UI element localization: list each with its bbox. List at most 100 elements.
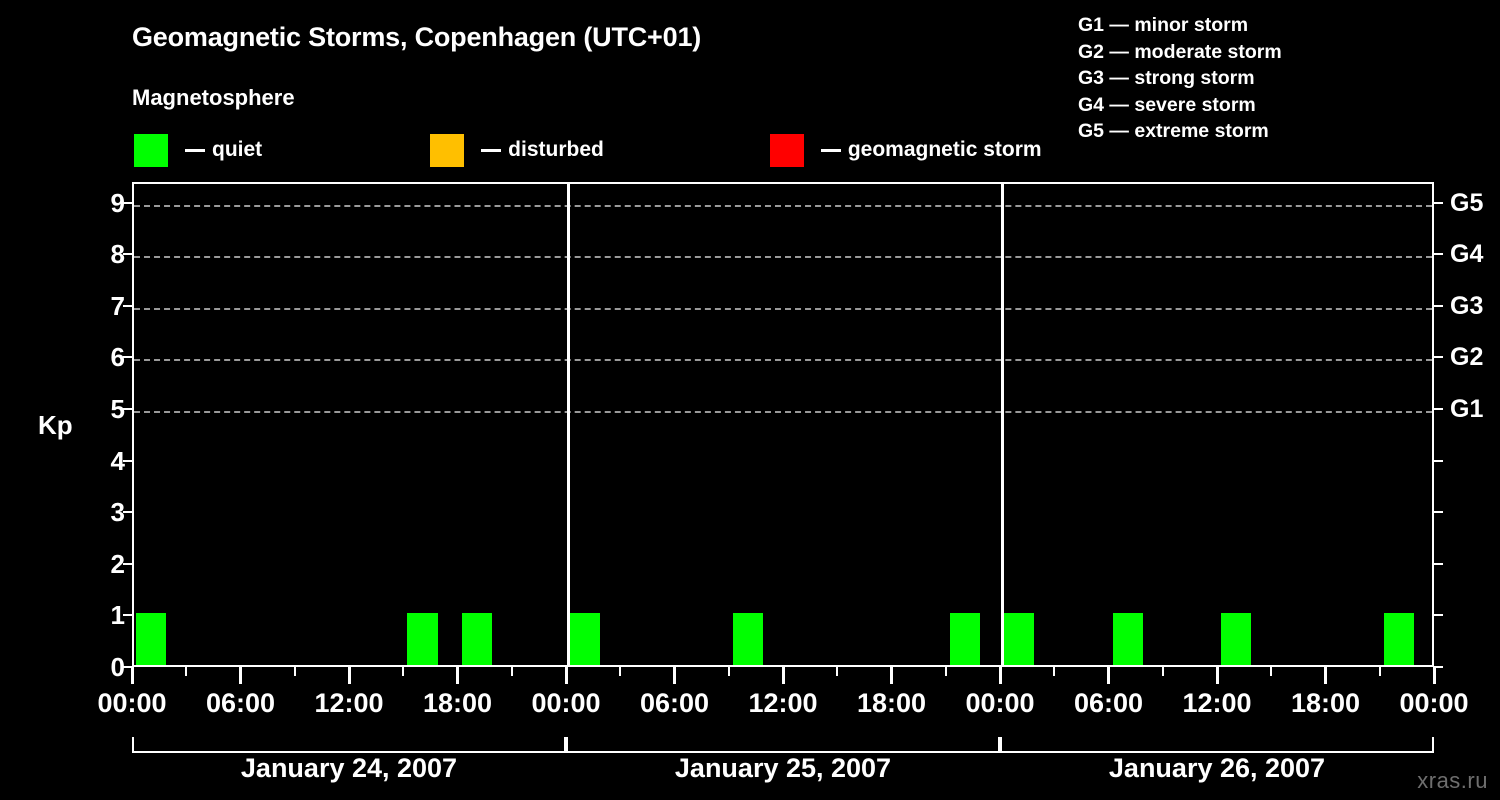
day-separator xyxy=(1000,184,1004,665)
x-axis-tick-mark xyxy=(673,667,676,684)
x-axis-tick-label: 00:00 xyxy=(965,688,1035,718)
x-axis-tick-label: 06:00 xyxy=(205,688,276,718)
y-axis-tick-mark-right xyxy=(1434,356,1443,359)
x-axis-tick-mark xyxy=(564,667,568,684)
date-label: January 24, 2007 xyxy=(240,753,458,783)
x-axis-tick-label: 00:00 xyxy=(531,688,601,718)
y-axis-tick-mark-right xyxy=(1434,511,1443,514)
plot-inner xyxy=(134,184,1432,665)
x-axis-minor-tick xyxy=(185,667,188,676)
gridline xyxy=(134,204,1432,207)
x-axis-minor-tick xyxy=(836,667,839,676)
disturbed-swatch xyxy=(430,133,465,167)
y-axis-tick-mark xyxy=(123,408,132,411)
y-axis-tick-label: 6 xyxy=(110,342,125,373)
y-axis-tick-mark xyxy=(123,304,132,307)
g-scale-label: G4 xyxy=(1450,240,1484,269)
y-axis-tick-mark-right xyxy=(1434,562,1443,565)
x-axis-tick-label: 00:00 xyxy=(97,688,167,718)
x-axis-tick-label: 00:00 xyxy=(1399,688,1469,718)
x-axis-tick-mark xyxy=(130,667,134,684)
gscale-legend-row: G5 — extreme storm xyxy=(1078,120,1269,142)
date-bracket xyxy=(132,737,566,753)
watermark: xras.ru xyxy=(1417,768,1488,793)
legend-label: geomagnetic storm xyxy=(847,138,1042,161)
legend-dash-icon xyxy=(185,148,205,152)
kp-bar[interactable] xyxy=(136,613,167,665)
y-axis-tick-mark xyxy=(123,666,132,668)
kp-bar[interactable] xyxy=(461,613,492,665)
legend-label: disturbed xyxy=(508,138,604,161)
y-axis-tick-label: 1 xyxy=(110,600,125,631)
date-label: January 25, 2007 xyxy=(674,753,892,783)
gscale-legend: G1 — minor storm G2 — moderate storm G3 — … xyxy=(1078,12,1282,145)
day-separator xyxy=(566,184,570,665)
y-axis-tick-mark-right xyxy=(1434,666,1443,668)
kp-bar[interactable] xyxy=(732,613,764,665)
gscale-legend-row: G1 — minor storm xyxy=(1078,14,1249,36)
kp-bar[interactable] xyxy=(1221,613,1252,665)
x-axis-tick-mark xyxy=(1107,667,1110,684)
y-axis-tick-label: 3 xyxy=(110,497,125,528)
kp-bar[interactable] xyxy=(1383,613,1415,665)
g-scale-label: G1 xyxy=(1450,395,1484,424)
legend-entry[interactable]: quiet xyxy=(134,133,262,167)
x-axis-tick-mark xyxy=(781,667,785,684)
kp-bar[interactable] xyxy=(1004,613,1035,665)
y-axis-tick-label: 7 xyxy=(110,290,125,321)
y-axis-tick-mark xyxy=(123,562,132,565)
kp-bar[interactable] xyxy=(1112,613,1143,665)
gscale-legend-row: G4 — severe storm xyxy=(1078,93,1256,116)
y-axis-tick-label: 0 xyxy=(110,652,125,682)
x-axis-tick-label: 18:00 xyxy=(422,688,493,718)
x-axis-tick-mark xyxy=(1324,667,1327,684)
g-scale-label: G2 xyxy=(1450,343,1484,372)
gridline xyxy=(134,256,1432,259)
x-axis-tick-mark xyxy=(998,667,1002,684)
date-bracket xyxy=(1000,737,1434,753)
series-title: Magnetosphere xyxy=(132,85,295,110)
date-label: January 26, 2007 xyxy=(1108,753,1326,783)
y-axis-tick-label: 9 xyxy=(110,187,125,218)
x-axis-tick-label: 18:00 xyxy=(1290,688,1361,718)
y-axis-tick-mark-right xyxy=(1434,459,1443,462)
x-axis-minor-tick xyxy=(1378,667,1381,676)
legend-entry[interactable]: disturbed xyxy=(430,133,604,167)
gridline xyxy=(134,307,1432,310)
x-axis-minor-tick xyxy=(293,667,296,676)
kp-bar[interactable] xyxy=(570,613,601,665)
g-scale-label: G5 xyxy=(1450,188,1484,217)
storm-swatch xyxy=(769,133,804,167)
y-axis-title: Kp xyxy=(38,410,73,440)
activity-legend: quiet disturbed geomagnetic storm xyxy=(134,133,1042,167)
x-axis-tick-mark xyxy=(1432,667,1436,684)
y-axis-tick-mark-right xyxy=(1434,201,1443,204)
x-axis-minor-tick xyxy=(510,667,513,676)
y-axis-tick-mark-right xyxy=(1434,614,1443,617)
legend-entry[interactable]: geomagnetic storm xyxy=(769,133,1042,167)
y-axis-tick-mark xyxy=(123,253,132,256)
page-title: Geomagnetic Storms, Copenhagen (UTC+01) xyxy=(132,22,702,52)
y-axis-tick-label: 8 xyxy=(110,239,125,270)
plot-area[interactable] xyxy=(132,182,1434,667)
legend-dash-icon xyxy=(481,148,502,152)
legend-dash-icon xyxy=(820,148,841,152)
x-axis-tick-mark xyxy=(890,667,893,684)
legend-label: quiet xyxy=(212,138,263,161)
y-axis-tick-mark xyxy=(123,459,132,462)
gridline xyxy=(134,359,1432,362)
kp-bar[interactable] xyxy=(407,613,438,665)
y-axis-tick-label: 2 xyxy=(110,548,125,579)
x-axis-minor-tick xyxy=(1270,667,1273,676)
y-axis-tick-mark xyxy=(123,356,132,359)
x-axis-tick-label: 12:00 xyxy=(314,688,384,718)
x-axis-tick-mark xyxy=(1215,667,1219,684)
x-axis-minor-tick xyxy=(944,667,947,676)
quiet-swatch xyxy=(134,133,168,167)
y-axis-tick-mark-right xyxy=(1434,253,1443,256)
x-axis-minor-tick xyxy=(619,667,622,676)
kp-bar[interactable] xyxy=(949,613,981,665)
gridline xyxy=(134,411,1432,414)
x-axis-tick-mark xyxy=(239,667,242,684)
